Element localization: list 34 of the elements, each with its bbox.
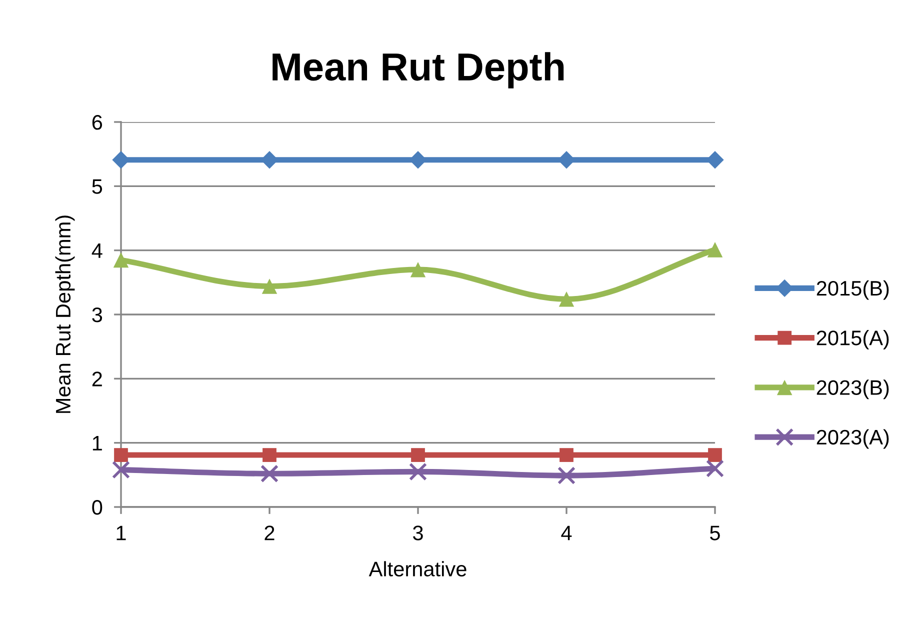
point (112, 460, 130, 479)
point (262, 448, 276, 462)
point (408, 462, 428, 481)
y-tick-label: 0 (92, 500, 102, 515)
y-tick-label: 4 (92, 244, 102, 258)
x-tick-label: 5 (710, 526, 720, 540)
y-tick-label: 3 (92, 308, 102, 322)
x-axis-title: Alternative (368, 561, 466, 576)
point (558, 291, 574, 307)
x-tick-label: 1 (116, 526, 126, 540)
point (708, 448, 722, 462)
legend-label: 2023(B) (816, 380, 889, 400)
legend-label: 2023(A) (816, 429, 889, 449)
point (557, 466, 576, 485)
x-tick-label: 4 (561, 526, 572, 540)
point (410, 262, 426, 278)
point (707, 242, 723, 258)
point (411, 448, 425, 462)
point (560, 448, 574, 462)
point (260, 464, 279, 483)
point (113, 252, 129, 268)
point (262, 278, 278, 294)
x-tick-label: 3 (413, 526, 423, 540)
y-tick-label: 2 (92, 372, 102, 386)
y-tick-label: 1 (92, 436, 102, 450)
point (114, 448, 128, 462)
point (706, 459, 724, 478)
legend-label: 2015(B) (816, 280, 889, 300)
x-tick-label: 2 (264, 526, 274, 540)
y-tick-label: 6 (92, 115, 102, 130)
chart-title: Mean Rut Depth (272, 52, 564, 88)
legend-label: 2015(A) (816, 330, 889, 350)
y-axis-title: Mean Rut Depth(mm) (55, 216, 75, 413)
y-tick-label: 5 (92, 179, 102, 194)
